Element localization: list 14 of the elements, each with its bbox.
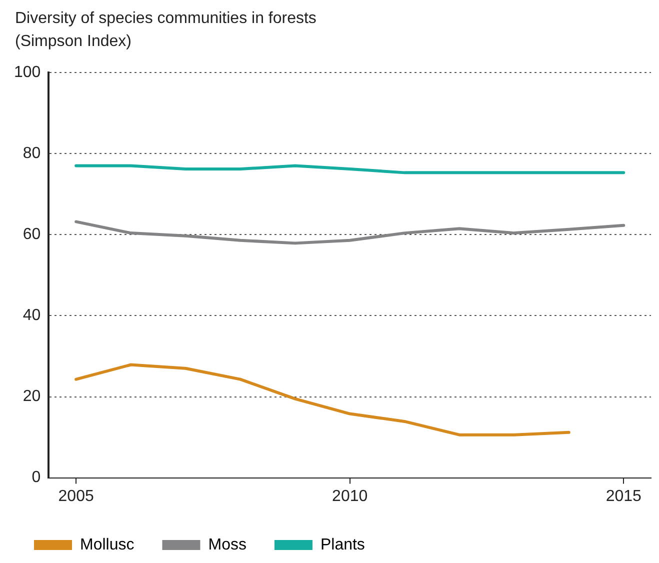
- y-tick-label: 40: [22, 307, 41, 324]
- legend-label: Plants: [320, 536, 365, 554]
- y-tick-label: 100: [14, 64, 41, 82]
- x-tick-label: 2005: [58, 488, 94, 505]
- x-tick-label: 2010: [332, 488, 368, 505]
- legend-label: Moss: [208, 536, 246, 554]
- chart-title: Diversity of species communities in forests: [15, 10, 316, 28]
- legend-label: Mollusc: [80, 536, 134, 554]
- x-tick-label: 2015: [606, 488, 642, 505]
- y-tick-label: 20: [22, 388, 41, 406]
- y-tick-label: 80: [22, 145, 41, 162]
- y-tick-label: 0: [32, 469, 41, 486]
- y-tick-label: 60: [22, 226, 41, 244]
- y-axis-title: (Simpson Index): [15, 33, 132, 51]
